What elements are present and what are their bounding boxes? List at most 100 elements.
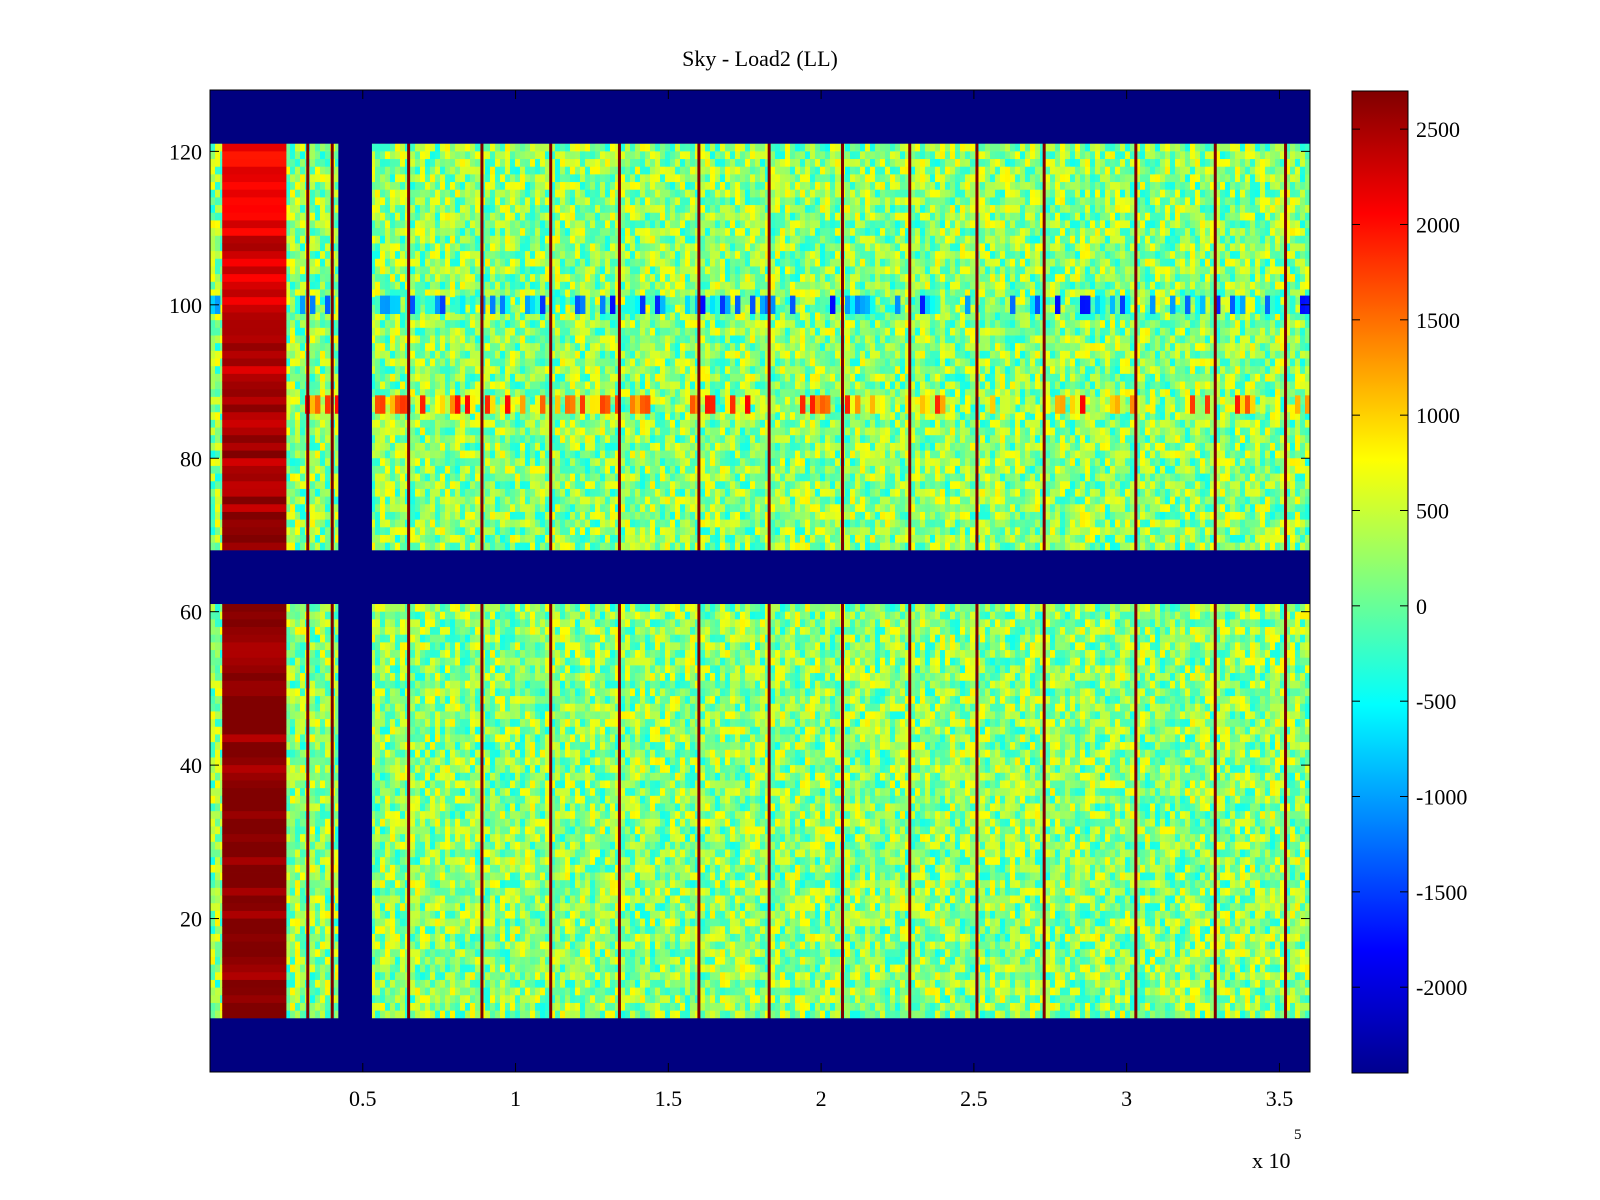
- heatmap-cell: [1240, 197, 1245, 205]
- heatmap-cell: [1010, 251, 1015, 259]
- heatmap-cell: [805, 220, 810, 228]
- heatmap-cell: [630, 251, 635, 259]
- heatmap-cell: [1160, 220, 1165, 228]
- heatmap-cell: [1290, 144, 1295, 152]
- heatmap-cell: [940, 251, 945, 259]
- heatmap-cell: [1300, 228, 1305, 236]
- heatmap-cell: [1110, 213, 1115, 221]
- heatmap-cell: [790, 259, 795, 267]
- heatmap-cell: [435, 259, 440, 267]
- heatmap-cell: [1145, 144, 1150, 152]
- heatmap-cell: [855, 251, 860, 259]
- heatmap-cell: [955, 228, 960, 236]
- heatmap-cell: [400, 251, 405, 259]
- heatmap-cell: [505, 159, 510, 167]
- heatmap-cell: [1270, 182, 1275, 190]
- heatmap-cell: [1150, 228, 1155, 236]
- heatmap-cell: [790, 228, 795, 236]
- heatmap-cell: [1090, 228, 1095, 236]
- heatmap-cell: [1140, 159, 1145, 167]
- heatmap-cell: [800, 213, 805, 221]
- heatmap-cell: [1055, 151, 1060, 159]
- heatmap-cell: [460, 197, 465, 205]
- heatmap-cell: [925, 259, 930, 267]
- heatmap-cell: [900, 236, 905, 244]
- heatmap-cell: [1200, 220, 1205, 228]
- heatmap-cell: [460, 174, 465, 182]
- heatmap-cell: [835, 228, 840, 236]
- heatmap-cell: [780, 151, 785, 159]
- heatmap-cell: [555, 144, 560, 152]
- heatmap-cell: [640, 228, 645, 236]
- heatmap-cell: [835, 159, 840, 167]
- heatmap-cell: [525, 220, 530, 228]
- heatmap-cell: [725, 167, 730, 175]
- heatmap-cell: [410, 190, 415, 198]
- heatmap-cell: [515, 167, 520, 175]
- heatmap-cell: [965, 197, 970, 205]
- heatmap-cell: [1065, 190, 1070, 198]
- heatmap-cell: [1010, 190, 1015, 198]
- heatmap-cell: [1145, 213, 1150, 221]
- heatmap-cell: [1100, 228, 1105, 236]
- heatmap-cell: [595, 205, 600, 213]
- heatmap-cell: [210, 228, 215, 236]
- heatmap-cell: [980, 228, 985, 236]
- heatmap-cell: [430, 243, 435, 251]
- heatmap-cell: [310, 259, 315, 267]
- heatmap-cell: [660, 144, 665, 152]
- heatmap-cell: [310, 251, 315, 259]
- heatmap-cell: [300, 190, 305, 198]
- heatmap-cell: [1245, 151, 1250, 159]
- heatmap-cell: [1030, 190, 1035, 198]
- heatmap-cell: [1045, 190, 1050, 198]
- heatmap-cell: [980, 159, 985, 167]
- heatmap-cell: [495, 151, 500, 159]
- heatmap-cell: [795, 182, 800, 190]
- heatmap-cell: [700, 167, 705, 175]
- heatmap-cell: [1140, 228, 1145, 236]
- heatmap-cell: [290, 174, 295, 182]
- heatmap-cell: [1115, 220, 1120, 228]
- heatmap-cell: [970, 213, 975, 221]
- heatmap-cell: [875, 174, 880, 182]
- heatmap-cell: [740, 144, 745, 152]
- heatmap-cell: [870, 236, 875, 244]
- heatmap-cell: [1245, 228, 1250, 236]
- heatmap-cell: [855, 151, 860, 159]
- heatmap-cell: [465, 243, 470, 251]
- heatmap-cell: [800, 144, 805, 152]
- heatmap-cell: [525, 228, 530, 236]
- heatmap-cell: [560, 167, 565, 175]
- heatmap-cell: [780, 228, 785, 236]
- heatmap-cell: [810, 151, 815, 159]
- heatmap-cell: [915, 236, 920, 244]
- heatmap-cell: [1045, 182, 1050, 190]
- heatmap-cell: [810, 159, 815, 167]
- heatmap-cell: [885, 159, 890, 167]
- heatmap-cell: [1065, 159, 1070, 167]
- heatmap-cell: [945, 174, 950, 182]
- heatmap-cell: [420, 197, 425, 205]
- heatmap-cell: [925, 213, 930, 221]
- heatmap-cell: [495, 144, 500, 152]
- heatmap-cell: [935, 167, 940, 175]
- heatmap-cell: [575, 259, 580, 267]
- heatmap-cell: [955, 167, 960, 175]
- heatmap-cell: [315, 197, 320, 205]
- heatmap-cell: [1200, 243, 1205, 251]
- heatmap-cell: [1270, 144, 1275, 152]
- heatmap-cell: [995, 182, 1000, 190]
- heatmap-cell: [525, 259, 530, 267]
- heatmap-cell: [500, 182, 505, 190]
- heatmap-cell: [635, 144, 640, 152]
- heatmap-cell: [475, 144, 480, 152]
- heatmap-cell: [940, 151, 945, 159]
- heatmap-cell: [595, 251, 600, 259]
- heatmap-cell: [770, 174, 775, 182]
- heatmap-cell: [440, 213, 445, 221]
- heatmap-cell: [710, 144, 715, 152]
- heatmap-cell: [385, 205, 390, 213]
- heatmap-cell: [1000, 220, 1005, 228]
- heatmap-cell: [720, 182, 725, 190]
